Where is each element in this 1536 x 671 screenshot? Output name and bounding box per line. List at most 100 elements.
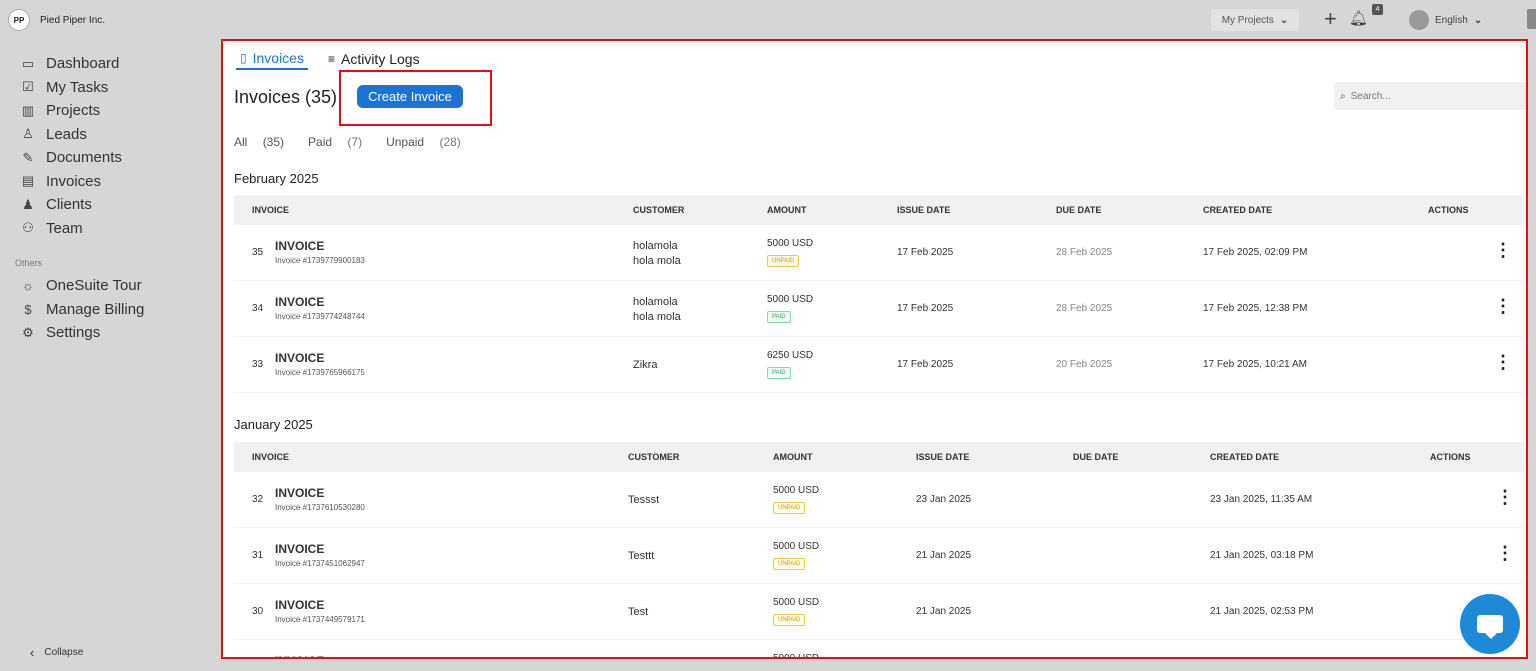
invoice-id: Invoice #1739774248744 <box>275 312 365 321</box>
sidebar-item-documents[interactable]: ✎ Documents <box>0 146 221 170</box>
invoice-cell[interactable]: INVOICE <box>275 654 324 657</box>
sidebar-item-dashboard[interactable]: ▭ Dashboard <box>0 52 221 76</box>
filter-paid[interactable]: Paid (7) <box>308 135 374 149</box>
sidebar-item-label: Documents <box>46 149 122 167</box>
sidebar-item-invoices[interactable]: ▤ Invoices <box>0 170 221 194</box>
sidebar-item-settings[interactable]: ⚙ Settings <box>0 321 221 345</box>
tab-label: Invoices <box>252 50 304 66</box>
sidebar-item-label: Team <box>46 219 83 237</box>
amount-cell: 6250 USD PAID <box>767 350 813 379</box>
status-badge: UNPAID <box>773 614 806 626</box>
tab-invoices[interactable]: ▯ Invoices <box>236 50 308 70</box>
invoice-cell[interactable]: INVOICE Invoice #1739779900183 <box>275 239 365 265</box>
filter-label: Paid <box>308 135 333 149</box>
amount-value: 5000 USD <box>773 541 820 552</box>
collapse-button[interactable]: ‹ Collapse <box>30 645 83 660</box>
create-invoice-button[interactable]: Create Invoice <box>357 85 463 108</box>
column-header-due-date: DUE DATE <box>1056 205 1102 215</box>
due-date: 28 Feb 2025 <box>1056 247 1113 258</box>
sidebar-item-label: OneSuite Tour <box>46 277 142 295</box>
filter-label: All <box>234 135 248 149</box>
invoice-cell[interactable]: INVOICE Invoice #1739765966175 <box>275 351 365 377</box>
globe-icon <box>1409 10 1429 30</box>
filter-label: Unpaid <box>386 135 425 149</box>
invoice-cell[interactable]: INVOICE Invoice #1737449579171 <box>275 598 365 624</box>
tasks-icon: ☑ <box>22 79 34 95</box>
customer-fullname: hola mola <box>633 311 681 323</box>
clients-icon: ♟ <box>22 196 34 212</box>
sidebar-item-projects[interactable]: ▥ Projects <box>0 99 221 123</box>
more-actions-icon[interactable]: ⋮ <box>1494 240 1512 260</box>
amount-value: 5000 USD <box>767 238 814 249</box>
sidebar-item-label: Invoices <box>46 172 102 190</box>
sidebar-item-onesuite-tour[interactable]: ☼ OneSuite Tour <box>0 274 221 298</box>
brand[interactable]: PP Pied Piper Inc. <box>0 0 221 40</box>
filter-unpaid[interactable]: Unpaid (28) <box>386 135 473 149</box>
company-name: Pied Piper Inc. <box>40 14 106 26</box>
bell-icon[interactable]: 🔔︎ <box>1349 10 1369 27</box>
my-projects-dropdown[interactable]: My Projects ⌄ <box>1211 9 1299 31</box>
status-badge: PAID <box>767 367 791 379</box>
sidebar-item-label: Projects <box>46 102 101 120</box>
sidebar-item-my-tasks[interactable]: ☑ My Tasks <box>0 76 221 100</box>
language-selector[interactable]: English ⌄ <box>1409 9 1489 31</box>
status-badge: UNPAID <box>773 502 806 514</box>
invoice-table: INVOICE CUSTOMER AMOUNT ISSUE DATE DUE DATE C… <box>234 442 1524 659</box>
column-header-customer: CUSTOMER <box>628 452 680 462</box>
sidebar-item-leads[interactable]: ♙ Leads <box>0 123 221 147</box>
invoice-number: 33 <box>252 359 264 370</box>
issue-date: 21 Jan 2025 <box>916 550 972 561</box>
invoice-title: INVOICE <box>275 295 325 309</box>
filter-count: (28) <box>439 135 461 149</box>
invoice-cell[interactable]: INVOICE Invoice #1737451062947 <box>275 542 365 568</box>
table-row[interactable]: 34 INVOICE Invoice #1739774248744 holamola h… <box>234 281 1524 337</box>
amount-value: 5000 USD <box>773 597 820 608</box>
sidebar-item-manage-billing[interactable]: $ Manage Billing <box>0 298 221 322</box>
chat-button[interactable] <box>1460 594 1520 654</box>
invoice-title: INVOICE <box>275 486 325 500</box>
invoice-cell[interactable]: INVOICE Invoice #1739774248744 <box>275 295 365 321</box>
tab-activity-logs[interactable]: ≡ Activity Logs <box>324 50 424 70</box>
issue-date: 17 Feb 2025 <box>897 359 954 370</box>
table-row[interactable]: 31 INVOICE Invoice #1737451062947 Testtt 500… <box>234 528 1524 584</box>
invoice-id: Invoice #1737610530280 <box>275 503 365 512</box>
sidebar-item-clients[interactable]: ♟ Clients <box>0 193 221 217</box>
more-actions-icon[interactable]: ⋮ <box>1496 543 1514 563</box>
table-row[interactable]: 35 INVOICE Invoice #1739779900183 holamola h… <box>234 225 1524 281</box>
customer-name: holamola <box>633 240 678 252</box>
invoice-title: INVOICE <box>275 239 325 253</box>
month-heading: January 2025 <box>234 417 313 432</box>
amount-value: 5000 USD <box>767 294 814 305</box>
table-header: INVOICE CUSTOMER AMOUNT ISSUE DATE DUE DATE C… <box>234 195 1524 225</box>
invoice-number: 34 <box>252 303 264 314</box>
filter-all[interactable]: All (35) <box>234 135 296 149</box>
add-icon[interactable]: + <box>1324 6 1337 31</box>
chevron-left-icon: ‹ <box>30 645 35 660</box>
issue-date: 17 Feb 2025 <box>897 303 954 314</box>
sidebar-item-label: Leads <box>46 125 87 143</box>
filter-count: (7) <box>347 135 363 149</box>
more-actions-icon[interactable]: ⋮ <box>1496 487 1514 507</box>
table-row[interactable]: 32 INVOICE Invoice #1737610530280 Tessst 500… <box>234 472 1524 528</box>
more-actions-icon[interactable]: ⋮ <box>1494 296 1512 316</box>
avatar[interactable] <box>1527 9 1536 29</box>
sidebar-item-team[interactable]: ⚇ Team <box>0 217 221 241</box>
customer-cell: Zikra <box>633 358 657 373</box>
invoice-title: INVOICE <box>275 654 324 657</box>
table-row[interactable]: 33 INVOICE Invoice #1739765966175 Zikra 6250… <box>234 337 1524 393</box>
search-input[interactable] <box>1350 90 1511 102</box>
more-actions-icon[interactable]: ⋮ <box>1496 655 1514 657</box>
more-actions-icon[interactable]: ⋮ <box>1494 352 1512 372</box>
customer-cell: holamola hola mola <box>633 295 681 325</box>
invoice-cell[interactable]: INVOICE Invoice #1737610530280 <box>275 486 365 512</box>
amount-value: 6250 USD <box>767 350 814 361</box>
amount-cell: 5000 USD <box>773 653 820 659</box>
my-projects-label: My Projects <box>1221 14 1274 26</box>
table-row[interactable]: 30 INVOICE Invoice #1737449579171 Test 5000 … <box>234 584 1524 640</box>
company-logo: PP <box>8 9 30 31</box>
search-box[interactable]: ⌕ <box>1334 82 1526 110</box>
documents-icon: ✎ <box>22 149 34 165</box>
column-header-created-date: CREATED DATE <box>1210 452 1280 462</box>
amount-value: 5000 USD <box>773 653 820 659</box>
